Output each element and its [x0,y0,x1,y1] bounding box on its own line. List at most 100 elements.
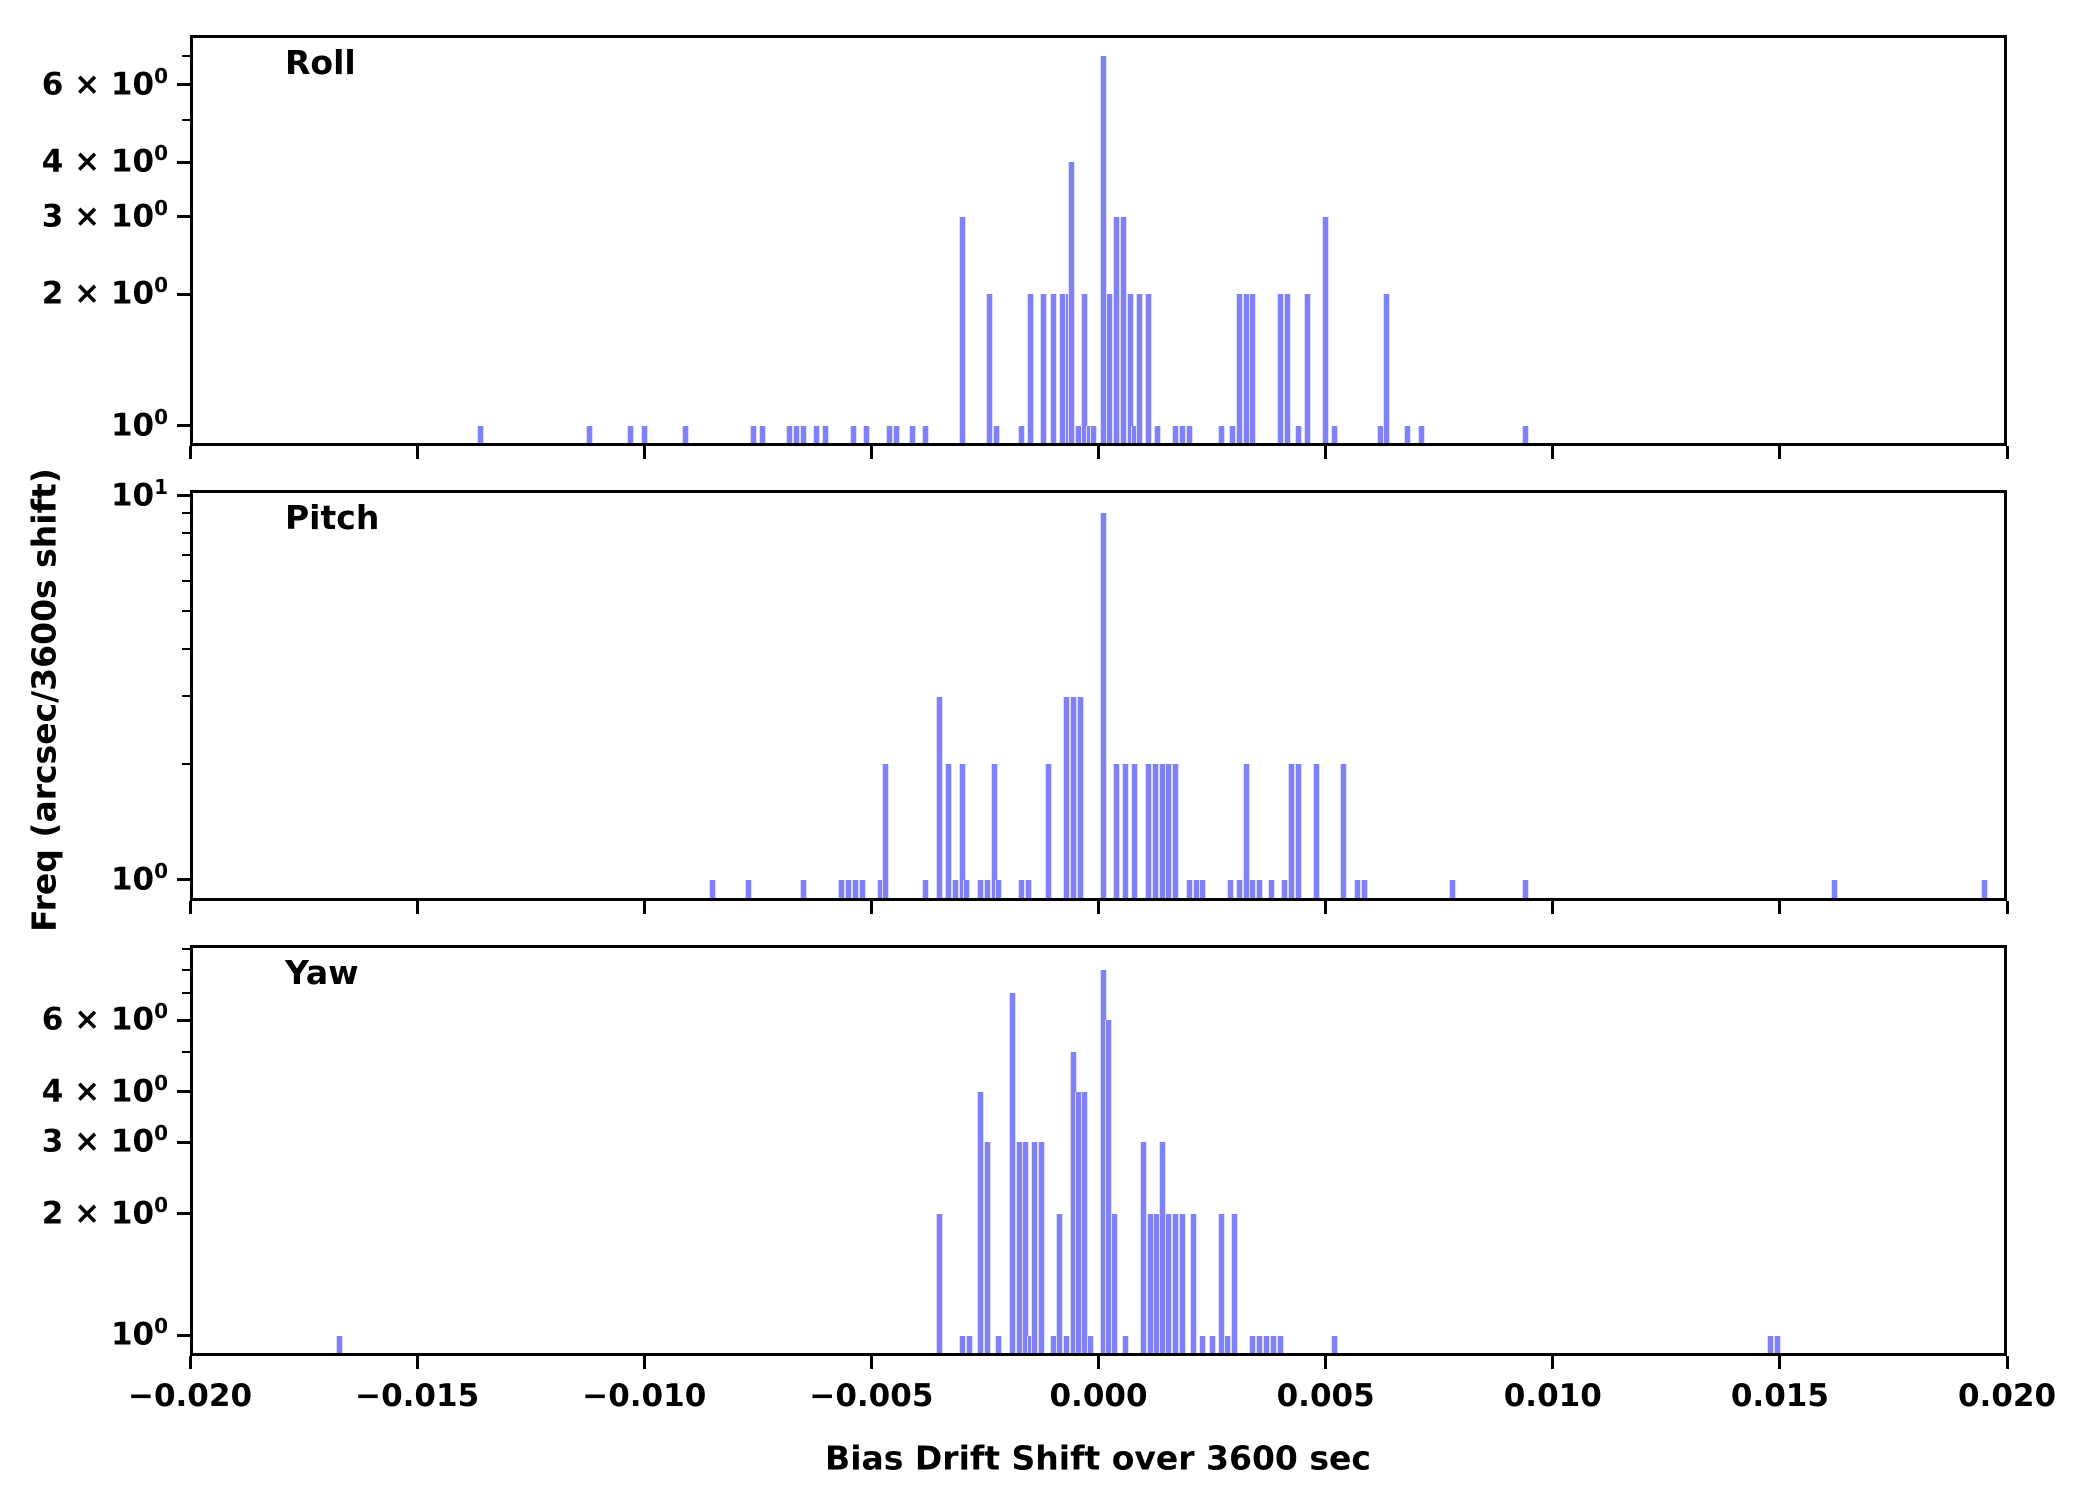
hist-bar [963,879,971,901]
x-tick [1324,1356,1328,1369]
panel-title-roll: Roll [285,43,356,82]
y-minor-tick [182,54,190,57]
hist-bar [1340,764,1348,901]
x-tick [1778,901,1782,914]
y-minor-tick [182,968,190,971]
hist-bar [995,879,1003,901]
hist-bar [1256,1335,1264,1356]
y-major-tick [177,215,190,219]
hist-bar [1331,425,1339,446]
hist-bar [1099,55,1107,446]
hist-bar [1276,294,1284,446]
hist-bar [1074,425,1082,446]
hist-bar [1249,879,1257,901]
bottom-spine [190,443,2007,446]
hist-bar [745,879,753,901]
x-tick [188,446,192,459]
x-tick-label: 0.015 [1730,1378,1829,1414]
hist-bar [1022,1142,1030,1356]
hist-bar [1017,879,1025,901]
y-tick-label: 2 × 100 [41,273,168,312]
hist-bar [1099,513,1107,901]
x-tick-label: 0.010 [1503,1378,1602,1414]
y-minor-tick [182,695,190,698]
hist-bar [1081,1091,1089,1356]
x-axis-label: Bias Drift Shift over 3600 sec [825,1438,1371,1478]
x-tick-label: 0.000 [1049,1378,1148,1414]
hist-bar [1111,1213,1119,1356]
panel-title-yaw: Yaw [285,953,359,992]
hist-bar [627,425,635,446]
hist-bar [1024,879,1032,901]
y-major-tick [177,160,190,164]
hist-bar [992,425,1000,446]
x-tick-label: −0.005 [809,1378,934,1414]
hist-bar [976,879,984,901]
hist-bar [958,216,966,446]
hist-bar [1283,294,1291,446]
hist-bar [1185,425,1193,446]
hist-bar [1383,294,1391,446]
hist-bar [1081,294,1089,446]
hist-bar [1417,425,1425,446]
hist-bar [1151,764,1159,901]
hist-bar [1263,1335,1271,1356]
y-minor-tick [182,1051,190,1054]
hist-bar [799,879,807,901]
hist-bar [922,879,930,901]
y-axis-label: Freq (arcsec/3600s shift) [24,468,64,932]
y-tick-label: 100 [110,405,168,444]
hist-bar [1331,1335,1339,1356]
hist-bar [1353,879,1361,901]
hist-bar [1179,1213,1187,1356]
y-minor-tick [182,647,190,650]
x-tick [188,1356,192,1369]
hist-bar [1192,879,1200,901]
hist-bar [1774,1335,1782,1356]
hist-bar [1056,1213,1064,1356]
hist-bar [1313,764,1321,901]
hist-bar [936,696,943,901]
hist-bar [908,425,916,446]
left-spine [190,490,193,901]
hist-bar [1126,294,1134,446]
hist-bar [749,425,757,446]
y-tick-label: 100 [110,1314,168,1353]
left-spine [190,945,193,1356]
hist-bar [990,764,998,901]
hist-bar [1113,216,1121,446]
hist-bar [945,764,953,901]
panel-roll: 100 2 × 100 3 × 100 4 × 100 6 × 100 Roll [42,35,2009,459]
hist-bar [1045,764,1053,901]
hist-bar [1376,425,1384,446]
hist-bar [1235,294,1243,446]
x-tick [2005,446,2009,459]
y-minor-tick [182,118,190,121]
hist-bar [1224,1335,1232,1356]
y-major-tick [177,1333,190,1337]
hist-bar [985,294,993,446]
hist-bar [1038,1142,1046,1356]
hist-bar [1135,294,1143,446]
hist-bar [881,764,889,901]
x-tick [1097,901,1100,914]
hist-bar [1144,294,1152,446]
hist-bar [1154,425,1162,446]
hist-bar [1031,1142,1039,1356]
bottom-spine [190,1353,2007,1356]
hist-bar [1063,1335,1071,1356]
hist-bar [1070,696,1078,901]
x-tick [1097,1356,1100,1369]
hist-bar [1049,1335,1057,1356]
hist-bar [708,879,716,901]
hist-bar [1172,764,1180,901]
hist-bar [1235,879,1243,901]
y-minor-tick [182,992,190,995]
hist-bar [1360,879,1368,901]
hist-bar [983,879,991,901]
x-tick [869,446,873,459]
hist-bar [1026,294,1034,446]
hist-bar [1267,879,1275,901]
left-spine [190,35,193,446]
